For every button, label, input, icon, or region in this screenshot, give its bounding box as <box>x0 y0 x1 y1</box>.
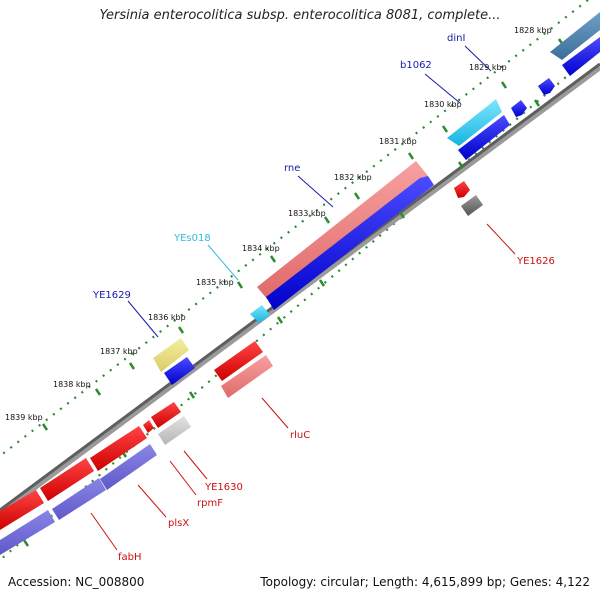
tick-label-1838: 1838 kbp <box>53 380 91 389</box>
gene-YE1629-yellow[interactable] <box>153 338 189 372</box>
gene-plsX-red[interactable] <box>90 426 147 471</box>
gene-dinI-blue[interactable] <box>562 37 600 76</box>
gene-label-YE1629: YE1629 <box>92 290 131 301</box>
gene-YEs018-cyan[interactable] <box>250 305 270 323</box>
second-track-features <box>164 37 600 385</box>
gene-left-purple[interactable] <box>0 510 55 555</box>
gene-b1062-blue[interactable] <box>458 115 510 160</box>
tick-label-1834: 1834 kbp <box>242 244 280 253</box>
gene-label-rpmF: rpmF <box>197 498 223 509</box>
gene-YE1630-grey[interactable] <box>158 416 191 445</box>
gene-label-YEs018: YEs018 <box>173 233 211 244</box>
tick-label-1833: 1833 kbp <box>288 209 326 218</box>
outer-major-ticks <box>41 38 565 431</box>
tick-label-1839: 1839 kbp <box>5 413 43 422</box>
topology-text: Topology: circular; Length: 4,615,899 bp… <box>260 575 590 589</box>
leader-lines <box>90 45 516 551</box>
tick-label-1831: 1831 kbp <box>379 137 417 146</box>
tick-label-1832: 1832 kbp <box>334 173 372 182</box>
gene-label-plsX: plsX <box>168 518 189 529</box>
gene-rne-pink[interactable] <box>257 161 428 300</box>
gene-label-fabH: fabH <box>118 552 142 563</box>
gene-plsX-purple[interactable] <box>100 444 157 490</box>
gene-rpmF-red-small[interactable] <box>143 420 154 433</box>
accession-text: Accession: NC_008800 <box>8 575 145 589</box>
gene-YE1630-red[interactable] <box>151 402 181 428</box>
tick-label-1835: 1835 kbp <box>196 278 234 287</box>
gene-YE1629-blue[interactable] <box>164 357 195 385</box>
gene-small-blue-1[interactable] <box>538 78 555 95</box>
gene-label-b1062: b1062 <box>400 60 432 71</box>
reverse-features <box>0 181 483 555</box>
gene-fabH-purple[interactable] <box>52 478 106 520</box>
tick-labels: 1828 kbp 1829 kbp 1830 kbp 1831 kbp 1832… <box>5 26 552 422</box>
gene-b1062-cyan[interactable] <box>447 99 502 146</box>
gene-label-rluC: rluC <box>290 430 310 441</box>
tick-label-1828: 1828 kbp <box>514 26 552 35</box>
gene-label-dinI: dinI <box>447 33 465 44</box>
gene-dinI-steel[interactable] <box>550 12 600 60</box>
gene-small-blue-2[interactable] <box>511 100 527 117</box>
map-title: Yersinia enterocolitica subsp. enterocol… <box>99 8 501 23</box>
gene-labels: dinI b1062 rne YEs018 YE1629 YE1626 rluC… <box>92 33 555 563</box>
gene-left-red[interactable] <box>0 490 44 530</box>
tick-label-1837: 1837 kbp <box>100 347 138 356</box>
gene-rluC-red[interactable] <box>214 341 263 381</box>
gene-YE1626-red[interactable] <box>454 181 470 198</box>
gene-fabH-red[interactable] <box>40 458 94 501</box>
tick-label-1830: 1830 kbp <box>424 100 462 109</box>
forward-features <box>153 12 600 372</box>
gene-YE1626-grey[interactable] <box>461 195 483 216</box>
inner-dotted-ring <box>0 47 600 561</box>
gene-rne-blue[interactable] <box>266 176 434 310</box>
gene-label-rne: rne <box>284 163 300 174</box>
gene-label-YE1630: YE1630 <box>204 482 243 493</box>
backbone-shadow <box>0 64 600 516</box>
tick-label-1836: 1836 kbp <box>148 313 186 322</box>
gene-label-YE1626: YE1626 <box>516 256 555 267</box>
gene-rluC-pink[interactable] <box>221 355 273 398</box>
